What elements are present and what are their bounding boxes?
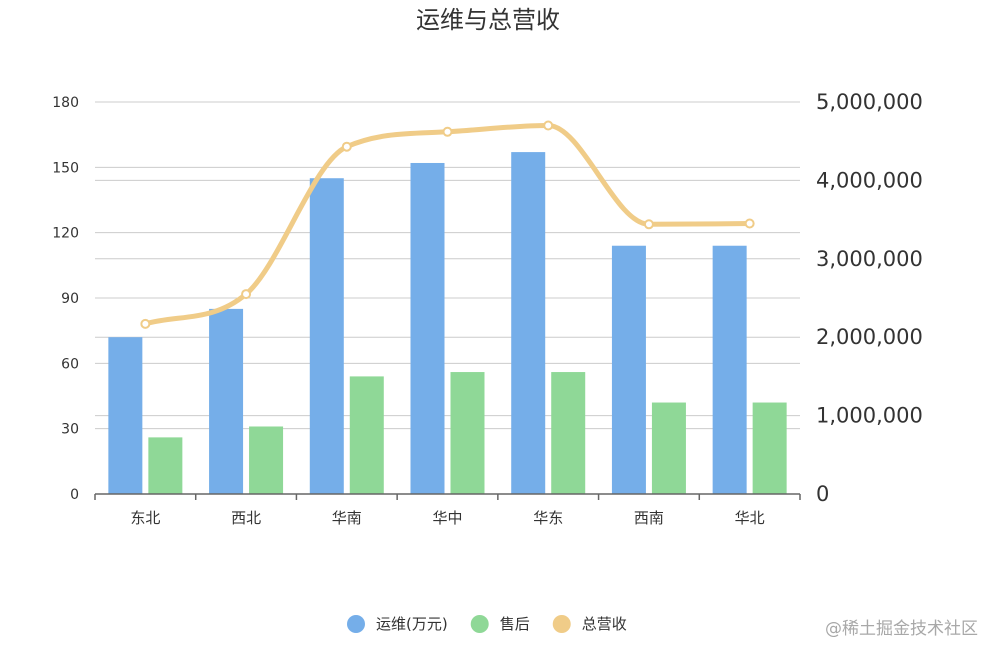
- y-left-tick-label: 0: [70, 487, 79, 503]
- y-right-tick-label: 5,000,000: [816, 90, 923, 114]
- bar-after-sales: [752, 402, 787, 494]
- y-right-tick-label: 0: [816, 482, 829, 506]
- legend-label: 售后: [500, 615, 530, 633]
- x-tick-label: 华北: [735, 509, 765, 527]
- line-point: [341, 141, 352, 152]
- y-left-tick-label: 30: [61, 422, 79, 438]
- grid-lines: [95, 101, 800, 430]
- line-point: [643, 219, 654, 230]
- bar-series: [108, 152, 787, 495]
- y-right-tick-label: 1,000,000: [816, 404, 923, 428]
- legend-label: 运维(万元): [376, 615, 448, 633]
- line-point: [744, 218, 755, 229]
- x-tick-label: 华中: [432, 509, 462, 527]
- bar-after-sales: [148, 437, 183, 494]
- y-right-tick-label: 4,000,000: [816, 168, 923, 192]
- legend-swatch: [347, 615, 365, 633]
- line-point: [241, 289, 252, 300]
- x-tick-label: 西南: [634, 509, 664, 527]
- y-left-tick-label: 180: [52, 95, 79, 111]
- line-point: [140, 318, 151, 329]
- bar-ops: [209, 308, 244, 494]
- watermark: @稀土掘金技术社区: [825, 619, 978, 639]
- legend-label: 总营收: [582, 615, 627, 633]
- line-point: [543, 120, 554, 131]
- bar-after-sales: [450, 372, 485, 494]
- bar-ops: [309, 178, 344, 494]
- y-left-tick-label: 90: [61, 291, 79, 307]
- bar-after-sales: [249, 426, 284, 494]
- legend-item[interactable]: 总营收: [552, 615, 627, 633]
- bar-ops: [611, 245, 646, 494]
- bar-after-sales: [349, 376, 384, 494]
- bar-ops: [712, 245, 747, 494]
- x-tick-label: 西北: [231, 509, 261, 527]
- line-point: [442, 126, 453, 137]
- legend-item[interactable]: 运维(万元): [347, 615, 448, 633]
- legend-swatch: [470, 615, 489, 633]
- x-tick-label: 华东: [533, 509, 563, 527]
- bar-ops: [410, 162, 445, 494]
- y-right-tick-label: 2,000,000: [816, 325, 923, 349]
- bar-ops: [511, 152, 546, 495]
- bar-after-sales: [651, 402, 686, 494]
- y-left-tick-label: 150: [52, 160, 79, 176]
- legend-swatch: [552, 615, 571, 633]
- x-tick-label: 华南: [332, 509, 362, 527]
- x-tick-label: 东北: [130, 509, 160, 527]
- y-left-tick-label: 120: [52, 226, 79, 242]
- y-right-tick-label: 3,000,000: [816, 247, 923, 271]
- bar-ops: [108, 337, 143, 494]
- legend: 运维(万元) 售后 总营收: [347, 615, 627, 633]
- bar-after-sales: [551, 372, 586, 494]
- legend-item[interactable]: 售后: [470, 615, 530, 633]
- total-revenue-line: [142, 123, 753, 327]
- axes: 0 30 60 90 120 150 180 0 1,000,000 2,000,000 3,000…: [52, 90, 923, 527]
- line-series: [140, 120, 755, 329]
- chart-title: 运维与总营收: [416, 6, 560, 34]
- y-left-tick-label: 60: [61, 356, 79, 372]
